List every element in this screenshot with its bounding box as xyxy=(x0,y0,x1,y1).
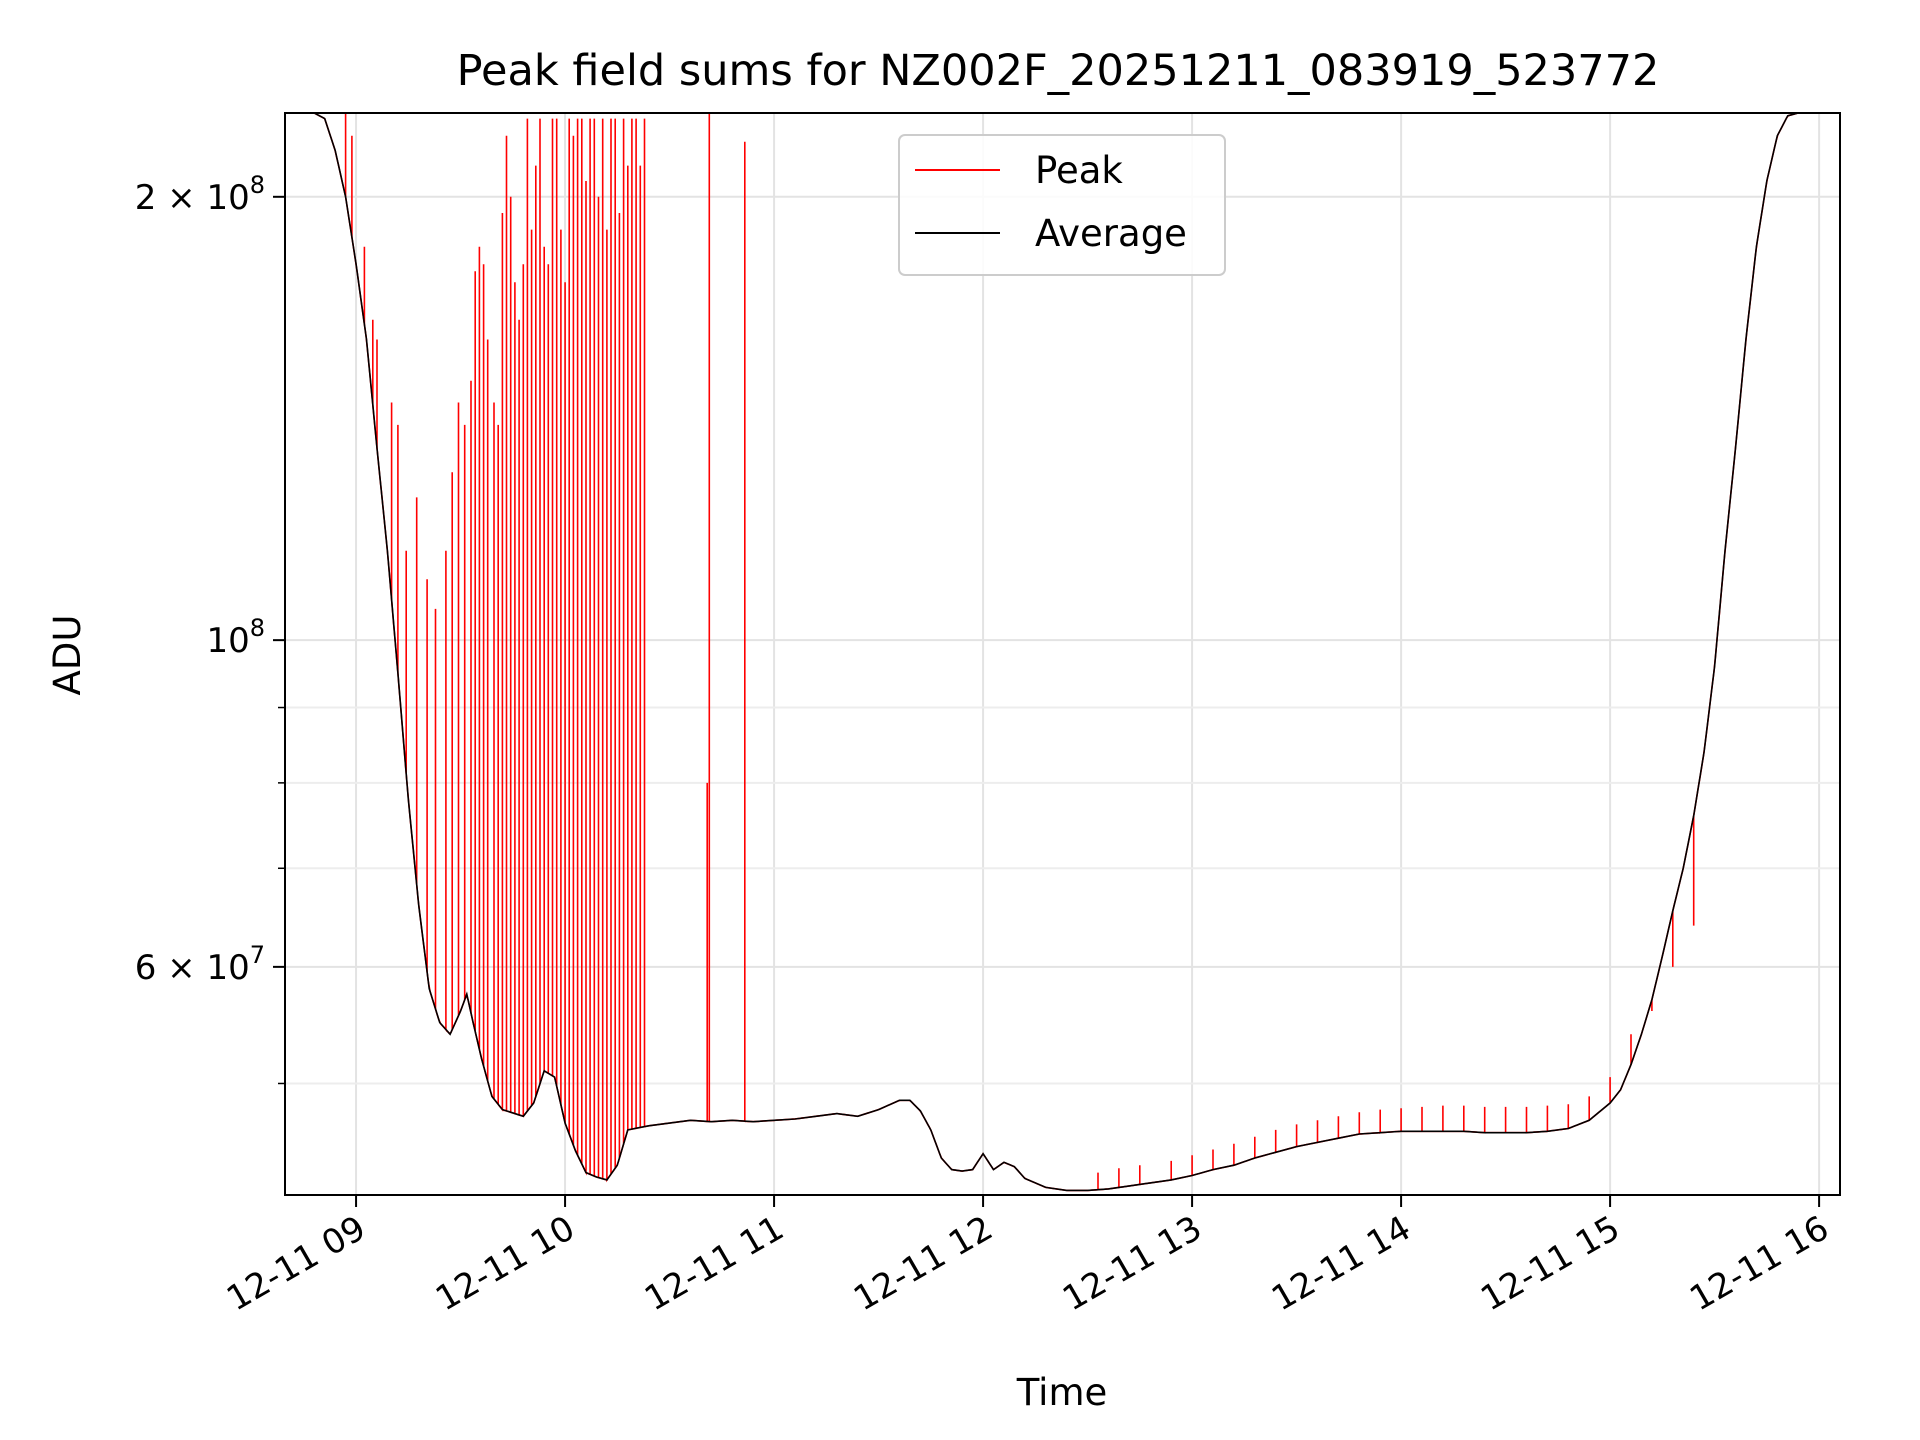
y-tick-base: 10 xyxy=(206,621,249,661)
legend: Peak Average xyxy=(898,134,1226,276)
y-tick-exponent: 8 xyxy=(250,171,265,199)
grid-lines xyxy=(285,113,1840,1195)
series-layer xyxy=(285,113,1840,1192)
y-tick-exponent: 8 xyxy=(250,614,265,642)
chart-title: Peak field sums for NZ002F_20251211_0839… xyxy=(457,46,1660,96)
plot-frame xyxy=(284,112,1841,1196)
y-tick-label: 2 × 108 xyxy=(135,171,265,218)
y-tick-base: 2 × 10 xyxy=(135,178,250,218)
y-tick-base: 6 × 10 xyxy=(135,948,250,988)
legend-average-label: Average xyxy=(1035,212,1187,255)
x-axis-label: Time xyxy=(1016,1371,1108,1414)
y-tick-label: 108 xyxy=(206,614,265,661)
average-series-line xyxy=(285,113,1840,1192)
legend-peak-label: Peak xyxy=(1035,149,1123,192)
y-tick-label: 6 × 107 xyxy=(135,941,265,988)
y-axis-label: ADU xyxy=(46,615,89,696)
y-tick-exponent: 7 xyxy=(250,941,265,969)
